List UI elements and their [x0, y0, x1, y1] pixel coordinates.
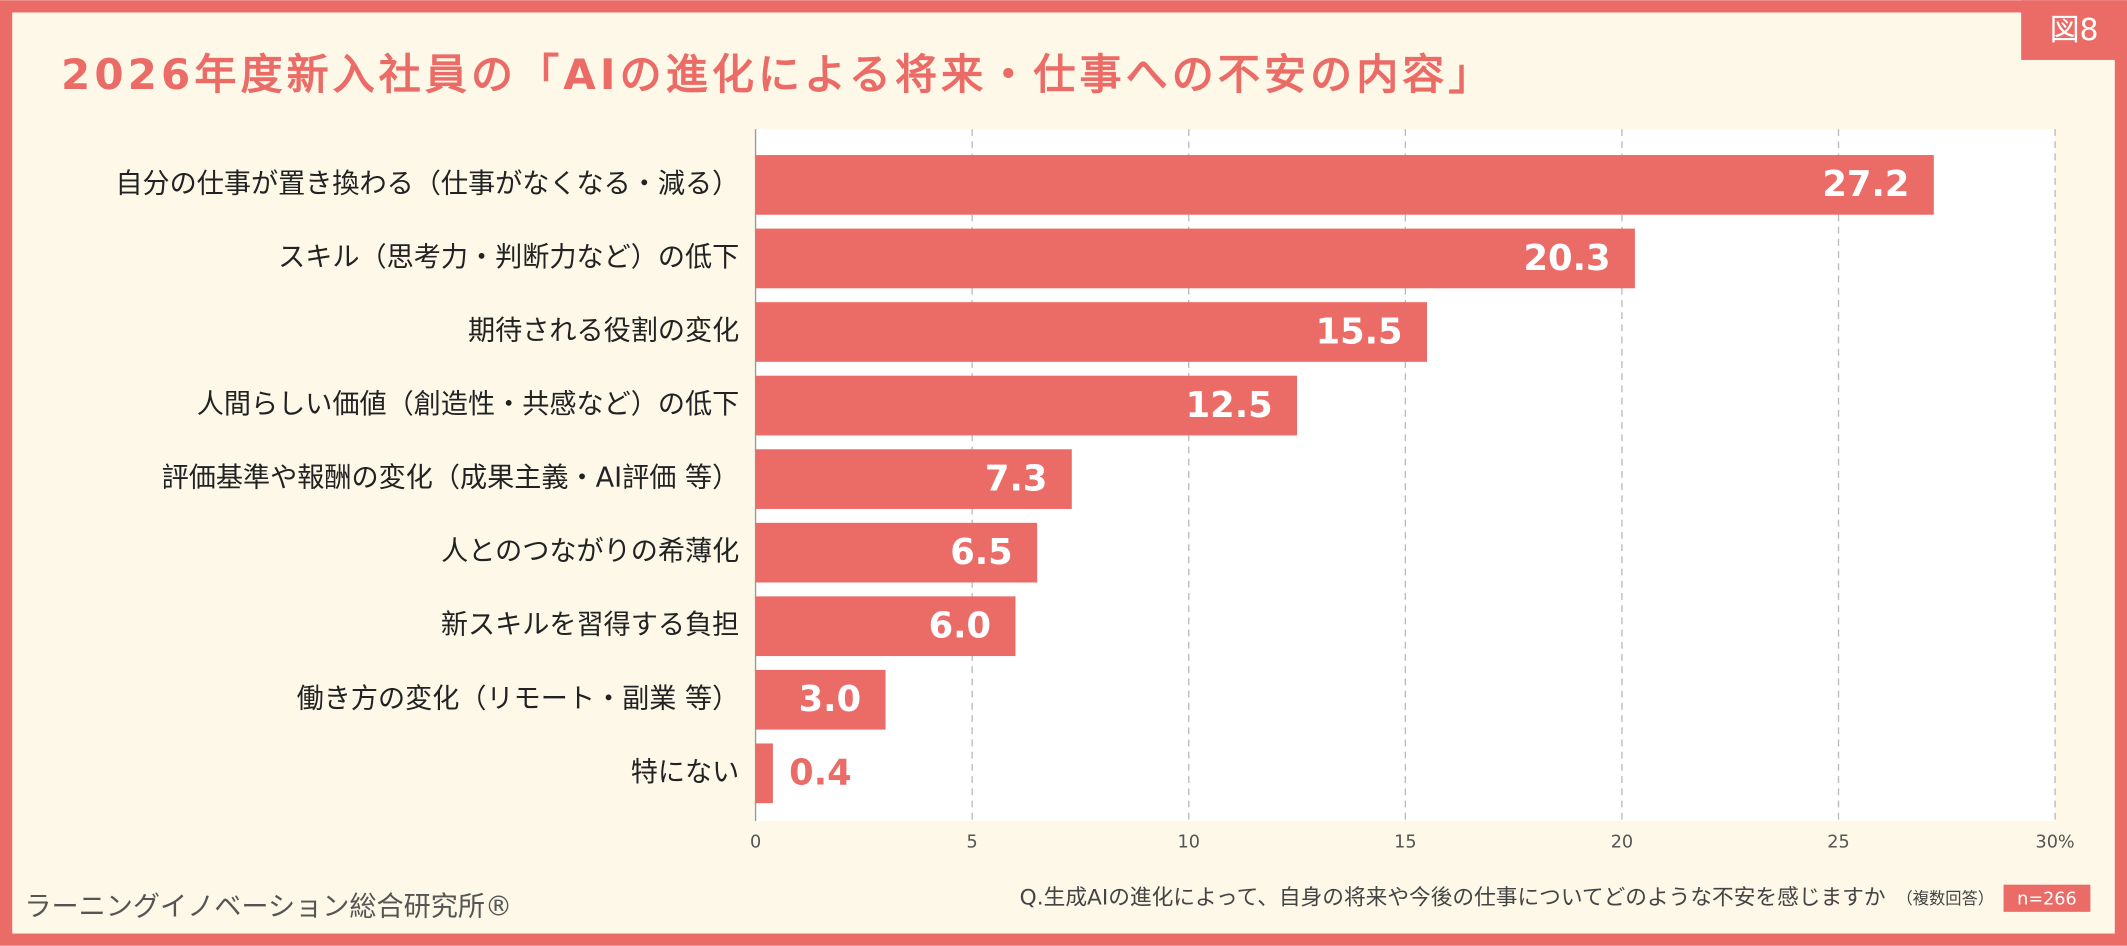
value-label: 15.5	[1316, 311, 1403, 352]
y-tick-label: 自分の仕事が置き換わる（仕事がなくなる・減る）	[115, 168, 739, 199]
badge-box	[2021, 0, 2127, 60]
x-tick-label: 25	[1827, 833, 1849, 853]
bar	[755, 669, 886, 730]
bar	[755, 302, 1427, 362]
value-label: 3.0	[799, 679, 861, 720]
value-label: 27.2	[1822, 164, 1909, 205]
x-tick-label: 0	[750, 833, 761, 853]
x-tick-label: 15	[1394, 833, 1416, 853]
question: Q.生成AIの進化によって、自身の将来や今後の仕事についてどのような不安を感じま…	[1020, 885, 1886, 910]
y-tick-label: 特にない	[631, 757, 740, 788]
note: （複数回答）	[1896, 889, 1994, 908]
bar	[755, 522, 1038, 583]
y-tick-label: 働き方の変化（リモート・副業 等）	[297, 683, 740, 714]
x-tick-label: 10	[1178, 833, 1200, 853]
y-tick-label: 人とのつながりの希薄化	[441, 536, 739, 567]
value-label: 12.5	[1186, 385, 1273, 426]
x-tick-label: 5	[967, 833, 978, 853]
y-tick-label: 期待される役割の変化	[468, 315, 739, 346]
n-box	[2003, 884, 2091, 912]
x-tick-label: 30%	[2036, 833, 2075, 853]
chart-title: 2026年度新入社員の「AIの進化による将来・仕事への不安の内容」	[61, 50, 1495, 99]
value-label: 6.0	[929, 606, 991, 647]
sample-size: n=266	[2017, 890, 2077, 910]
bar	[755, 155, 1934, 215]
source: ラーニングイノベーション総合研究所®	[24, 891, 512, 922]
bar	[755, 596, 1016, 657]
y-tick-label: 人間らしい価値（創造性・共感など）の低下	[197, 389, 740, 420]
x-tick-label: 20	[1611, 833, 1633, 853]
bar	[755, 449, 1072, 509]
value-label: 6.5	[950, 532, 1012, 573]
y-tick-label: 評価基準や報酬の変化（成果主義・AI評価 等）	[162, 463, 740, 494]
bar	[755, 375, 1298, 436]
bar	[755, 228, 1635, 289]
bar	[755, 743, 773, 804]
value-label: 7.3	[985, 458, 1047, 499]
y-tick-label: 新スキルを習得する負担	[441, 610, 739, 641]
value-label: 20.3	[1524, 238, 1611, 279]
value-label: 0.4	[789, 753, 851, 794]
y-tick-label: スキル（思考力・判断力など）の低下	[278, 242, 739, 273]
badge: 図8	[2050, 13, 2099, 48]
